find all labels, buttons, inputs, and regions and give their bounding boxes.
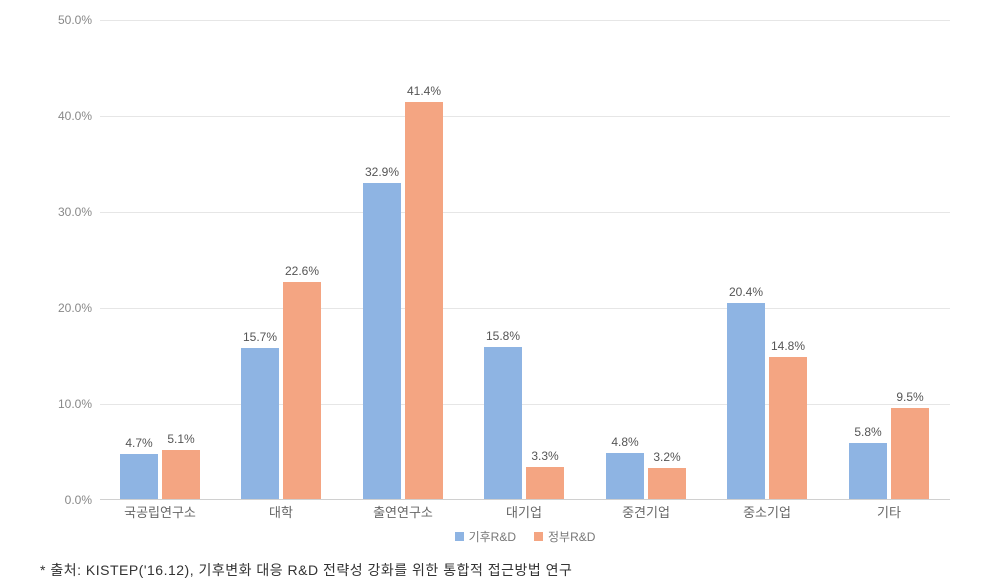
- bar-series-0: 20.4%: [727, 303, 765, 499]
- bar-series-1: 22.6%: [283, 282, 321, 499]
- y-tick-label: 30.0%: [40, 205, 92, 219]
- legend-item: 정부R&D: [534, 528, 595, 545]
- bar-series-0: 15.7%: [241, 348, 279, 499]
- plot-area: 4.7% 5.1% 15.7% 22.6% 32.9% 41.4%: [100, 20, 950, 500]
- bar-group: 4.8% 3.2%: [606, 453, 686, 499]
- bar-series-1: 9.5%: [891, 408, 929, 499]
- gridline: [100, 20, 950, 21]
- y-tick-label: 40.0%: [40, 109, 92, 123]
- bar-series-0: 4.7%: [120, 454, 158, 499]
- bar-value-label: 20.4%: [729, 285, 763, 299]
- bar-series-0: 32.9%: [363, 183, 401, 499]
- x-tick-label: 중소기업: [743, 502, 791, 521]
- bar-value-label: 5.1%: [167, 432, 194, 446]
- legend: 기후R&D 정부R&D: [100, 528, 950, 545]
- bar-value-label: 15.8%: [486, 329, 520, 343]
- y-tick-label: 50.0%: [40, 13, 92, 27]
- chart-container: 0.0% 10.0% 20.0% 30.0% 40.0% 50.0% 4.7% …: [40, 10, 970, 550]
- legend-swatch: [534, 532, 543, 541]
- x-tick-label: 대기업: [506, 502, 542, 521]
- gridline: [100, 308, 950, 309]
- x-tick-label: 중견기업: [622, 502, 670, 521]
- bar-value-label: 3.2%: [653, 450, 680, 464]
- x-tick-label: 대학: [269, 502, 293, 521]
- bar-value-label: 5.8%: [854, 425, 881, 439]
- y-tick-label: 20.0%: [40, 301, 92, 315]
- bar-value-label: 4.7%: [125, 436, 152, 450]
- bar-group: 15.8% 3.3%: [484, 347, 564, 499]
- bar-group: 15.7% 22.6%: [241, 282, 321, 499]
- gridline: [100, 116, 950, 117]
- bar-value-label: 14.8%: [771, 339, 805, 353]
- bar-series-1: 5.1%: [162, 450, 200, 499]
- x-tick-label: 출연연구소: [373, 502, 433, 521]
- bar-value-label: 22.6%: [285, 264, 319, 278]
- bar-value-label: 9.5%: [896, 390, 923, 404]
- source-note: * 출처: KISTEP('16.12), 기후변화 대응 R&D 전략성 강화…: [40, 560, 572, 580]
- bar-series-1: 3.3%: [526, 467, 564, 499]
- bar-group: 4.7% 5.1%: [120, 450, 200, 499]
- legend-item: 기후R&D: [455, 528, 516, 545]
- bar-value-label: 32.9%: [365, 165, 399, 179]
- bar-value-label: 3.3%: [531, 449, 558, 463]
- bar-series-1: 14.8%: [769, 357, 807, 499]
- legend-label: 기후R&D: [469, 528, 516, 545]
- y-tick-label: 0.0%: [40, 493, 92, 507]
- bar-group: 20.4% 14.8%: [727, 303, 807, 499]
- bar-group: 32.9% 41.4%: [363, 102, 443, 499]
- y-tick-label: 10.0%: [40, 397, 92, 411]
- bar-series-0: 4.8%: [606, 453, 644, 499]
- x-tick-label: 기타: [877, 502, 901, 521]
- bar-group: 5.8% 9.5%: [849, 408, 929, 499]
- x-tick-label: 국공립연구소: [124, 502, 196, 521]
- bar-value-label: 4.8%: [611, 435, 638, 449]
- bar-series-0: 5.8%: [849, 443, 887, 499]
- bar-series-1: 3.2%: [648, 468, 686, 499]
- bar-series-1: 41.4%: [405, 102, 443, 499]
- legend-label: 정부R&D: [548, 528, 595, 545]
- legend-swatch: [455, 532, 464, 541]
- bar-series-0: 15.8%: [484, 347, 522, 499]
- bar-value-label: 41.4%: [407, 84, 441, 98]
- gridline: [100, 212, 950, 213]
- bar-value-label: 15.7%: [243, 330, 277, 344]
